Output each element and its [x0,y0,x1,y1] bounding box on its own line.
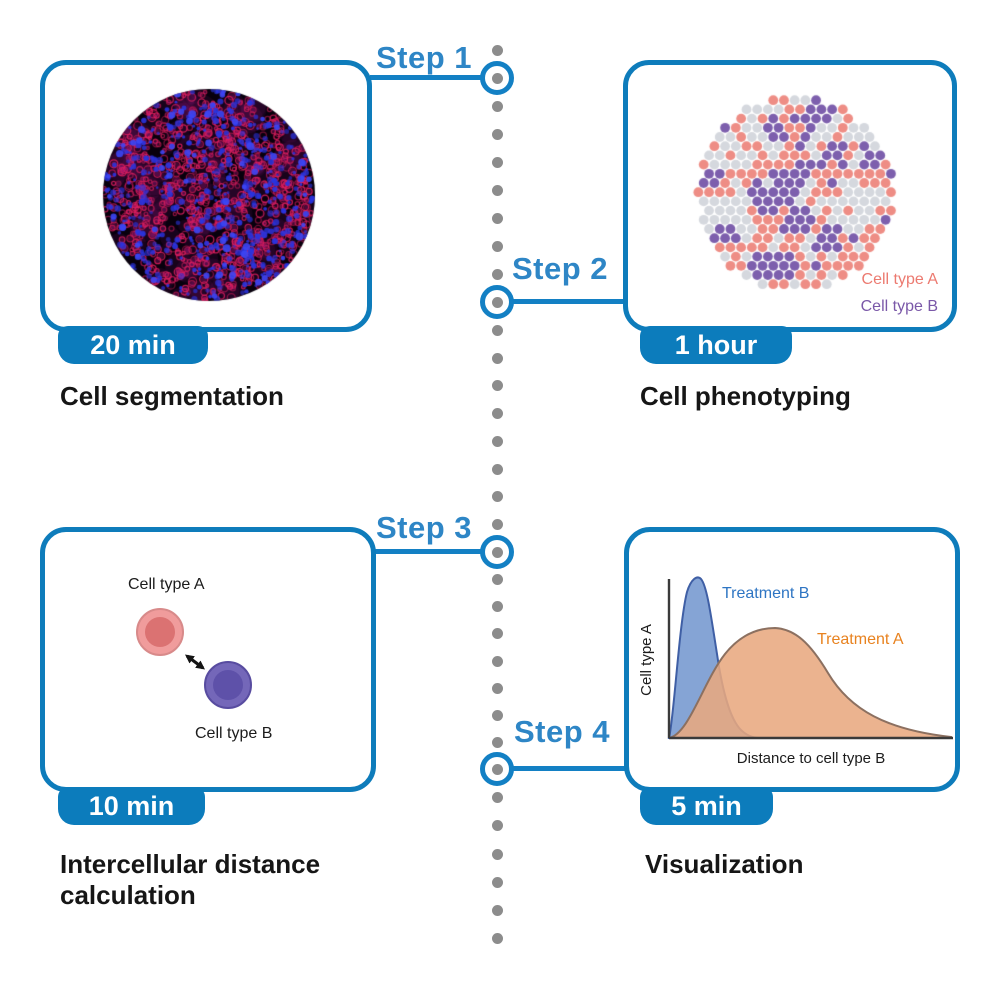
cell-type-a-label: Cell type A [128,576,205,593]
timeline-dot [491,876,503,888]
timeline-dot [491,655,503,667]
timeline-node-step-1 [480,61,514,95]
legend-cell-type-b: Cell type B [860,298,938,315]
panel-visualization: Treatment B Treatment A Cell type A Dist… [624,527,960,792]
timeline-dot [491,573,503,585]
timeline-dot [491,128,503,140]
timeline-dot [491,324,503,336]
connector-step-1 [370,75,482,80]
connector-step-2 [512,299,628,304]
title-intercellular-distance: Intercellular distance calculation [60,849,321,910]
timeline-dot [491,44,503,56]
timeline-dot [491,407,503,419]
treatment-a-area [668,626,952,739]
timeline-dot [491,156,503,168]
timeline-dot [491,791,503,803]
timeline-dot [491,100,503,112]
timeline-node-step-3 [480,535,514,569]
phenotype-dot-map [689,87,901,299]
timeline-dot [491,682,503,694]
timeline-dot [491,240,503,252]
panel-cell-segmentation [40,60,372,332]
connector-step-3 [372,549,482,554]
timeline-dot [491,848,503,860]
timeline-dot [491,184,503,196]
cell-type-a-nucleus [145,617,175,647]
timeline-dot [491,518,503,530]
timeline-dot [491,904,503,916]
timeline-dot [491,463,503,475]
connector-step-4 [512,766,630,771]
cell-type-b-label: Cell type B [195,725,273,742]
cell-type-a [136,608,184,656]
timeline-dot [491,435,503,447]
timeline-dot [491,352,503,364]
duration-badge-step-1: 20 min [58,326,208,364]
timeline-dot [491,600,503,612]
duration-badge-step-3: 10 min [58,787,205,825]
timeline-dot [491,212,503,224]
timeline-node-step-2 [480,285,514,319]
duration-badge-step-4: 5 min [640,787,773,825]
timeline-dot [491,819,503,831]
density-plot: Treatment B Treatment A Cell type A Dist… [638,576,953,767]
timeline-node-step-4 [480,752,514,786]
y-axis-label: Cell type A [638,624,655,696]
step-4-label: Step 4 [514,714,611,749]
timeline-dot [491,736,503,748]
timeline-dot [491,268,503,280]
treatment-b-annotation: Treatment B [722,585,809,602]
duration-badge-step-2: 1 hour [640,326,792,364]
panel-cell-phenotyping: Cell type A Cell type B [623,60,957,332]
cell-type-b-nucleus [213,670,243,700]
microscopy-image [101,87,317,303]
timeline-dot [491,627,503,639]
title-cell-segmentation: Cell segmentation [60,381,284,411]
step-3-label: Step 3 [375,510,472,545]
cell-type-b [204,661,252,709]
title-visualization: Visualization [645,849,804,879]
distance-arrow [185,654,205,670]
title-cell-phenotyping: Cell phenotyping [640,381,851,411]
timeline-dot [491,709,503,721]
legend-cell-type-a: Cell type A [861,271,938,288]
step-2-label: Step 2 [512,251,609,286]
timeline-dot [491,379,503,391]
step-1-label: Step 1 [375,40,472,75]
timeline-dot [491,932,503,944]
panel-intercellular-distance: Cell type A Cell type B [40,527,376,792]
x-axis-label: Distance to cell type B [737,750,885,767]
timeline-dot [491,490,503,502]
treatment-a-annotation: Treatment A [817,631,904,648]
